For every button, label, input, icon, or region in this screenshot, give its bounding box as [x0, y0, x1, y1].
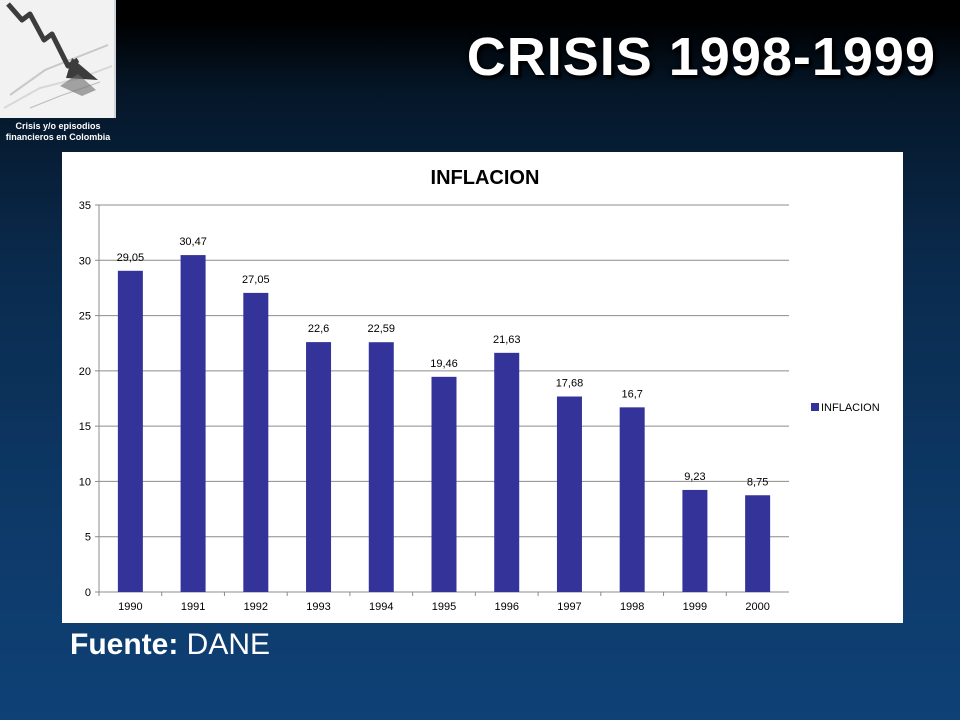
bar-1998 [619, 407, 645, 592]
logo-caption: Crisis y/o episodios financieros en Colo… [0, 121, 116, 143]
source-label: Fuente: [70, 628, 179, 661]
data-label-1990: 29,05 [117, 252, 145, 264]
bar-chart: INFLACION 29,05 30,47 27,05 22,6 22,59 19,46 2… [79, 167, 880, 613]
falling-chart-icon [0, 0, 114, 118]
data-label-1997: 17,68 [556, 378, 584, 390]
chart-title: INFLACION [431, 167, 540, 189]
y-tick-label: 5 [85, 532, 91, 544]
bar-1991 [180, 255, 206, 592]
bar-1995 [431, 376, 457, 592]
y-tick-label: 0 [85, 587, 91, 599]
y-tick-label: 35 [79, 200, 91, 212]
logo-caption-line1: Crisis y/o episodios [15, 121, 101, 131]
logo-image [0, 0, 116, 118]
bar-1996 [494, 352, 520, 592]
chart-panel: INFLACION 29,05 30,47 27,05 22,6 22,59 19,46 2… [62, 152, 903, 623]
data-label-1995: 19,46 [430, 358, 458, 370]
data-label-1993: 22,6 [308, 323, 329, 335]
x-tick-label: 1999 [683, 601, 707, 613]
x-tick-label: 1992 [244, 601, 268, 613]
data-label-1996: 21,63 [493, 334, 521, 346]
bar-1997 [556, 396, 582, 592]
bar-1990 [117, 270, 143, 592]
x-tick-label: 1994 [369, 601, 393, 613]
x-tick-label: 1996 [494, 601, 518, 613]
x-tick-label: 1993 [306, 601, 330, 613]
x-tick-label: 2000 [745, 601, 769, 613]
x-tick-label: 1995 [432, 601, 456, 613]
bar-2000 [745, 495, 771, 592]
legend-label: INFLACION [821, 402, 880, 414]
data-label-1999: 9,23 [684, 471, 705, 483]
bar-1994 [368, 342, 394, 592]
y-tick-label: 15 [79, 421, 91, 433]
x-tick-label: 1997 [557, 601, 581, 613]
legend-swatch [811, 403, 819, 411]
x-tick-label: 1991 [181, 601, 205, 613]
y-tick-label: 25 [79, 311, 91, 323]
y-tick-label: 30 [79, 255, 91, 267]
y-tick-label: 20 [79, 366, 91, 378]
source-note: Fuente: DANE [70, 628, 270, 662]
data-label-1998: 16,7 [621, 388, 642, 400]
bar-1992 [243, 292, 269, 592]
x-tick-label: 1998 [620, 601, 644, 613]
logo-caption-line2: financieros en Colombia [5, 132, 111, 142]
bar-1993 [306, 342, 332, 592]
x-tick-label: 1990 [118, 601, 142, 613]
data-label-2000: 8,75 [747, 476, 768, 488]
data-label-1991: 30,47 [179, 236, 207, 248]
y-tick-label: 10 [79, 476, 91, 488]
source-value: DANE [186, 628, 271, 661]
bar-1999 [682, 489, 708, 592]
data-label-1994: 22,59 [368, 323, 396, 335]
slide-title: CRISIS 1998-1999 [466, 27, 936, 87]
data-label-1992: 27,05 [242, 274, 270, 286]
